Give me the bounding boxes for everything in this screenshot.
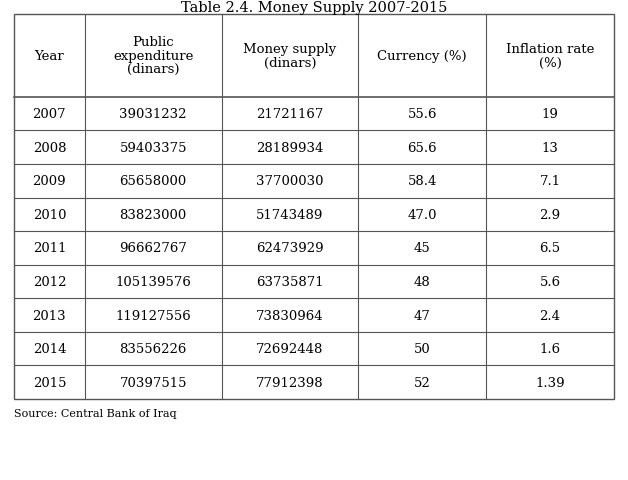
Text: 119127556: 119127556 <box>116 309 191 322</box>
Text: (%): (%) <box>539 57 561 70</box>
Text: 55.6: 55.6 <box>408 108 437 121</box>
Text: 51743489: 51743489 <box>256 208 323 221</box>
Text: 105139576: 105139576 <box>116 276 191 288</box>
Text: 45: 45 <box>414 242 431 255</box>
Text: 2010: 2010 <box>33 208 66 221</box>
Text: Currency (%): Currency (%) <box>377 50 467 63</box>
Text: 65658000: 65658000 <box>119 175 187 188</box>
Text: (dinars): (dinars) <box>264 57 317 70</box>
Text: 2009: 2009 <box>33 175 66 188</box>
Text: 1.6: 1.6 <box>539 342 561 355</box>
Text: 6.5: 6.5 <box>539 242 561 255</box>
Text: 50: 50 <box>414 342 431 355</box>
Text: 72692448: 72692448 <box>256 342 323 355</box>
Text: 52: 52 <box>414 376 431 389</box>
Text: Inflation rate: Inflation rate <box>506 43 594 56</box>
Text: 1.39: 1.39 <box>535 376 565 389</box>
Text: (dinars): (dinars) <box>127 63 180 76</box>
Text: Source: Central Bank of Iraq: Source: Central Bank of Iraq <box>14 408 176 418</box>
Text: Year: Year <box>35 50 64 63</box>
Text: 62473929: 62473929 <box>256 242 324 255</box>
Text: 58.4: 58.4 <box>408 175 437 188</box>
Text: 7.1: 7.1 <box>539 175 561 188</box>
Text: 73830964: 73830964 <box>256 309 324 322</box>
Text: 47: 47 <box>414 309 431 322</box>
Text: 96662767: 96662767 <box>119 242 187 255</box>
Text: 59403375: 59403375 <box>119 141 187 155</box>
Text: 2014: 2014 <box>33 342 66 355</box>
Text: 2007: 2007 <box>33 108 66 121</box>
Text: 2011: 2011 <box>33 242 66 255</box>
Text: 48: 48 <box>414 276 431 288</box>
Text: 5.6: 5.6 <box>539 276 561 288</box>
Text: 2.9: 2.9 <box>539 208 561 221</box>
Text: expenditure: expenditure <box>113 50 193 63</box>
Text: 21721167: 21721167 <box>256 108 323 121</box>
Text: 2012: 2012 <box>33 276 66 288</box>
Text: 39031232: 39031232 <box>119 108 187 121</box>
Text: 63735871: 63735871 <box>256 276 324 288</box>
Text: 2.4: 2.4 <box>539 309 561 322</box>
Text: 13: 13 <box>542 141 558 155</box>
Text: 65.6: 65.6 <box>408 141 437 155</box>
Text: 28189934: 28189934 <box>256 141 323 155</box>
Text: 2008: 2008 <box>33 141 66 155</box>
Text: 70397515: 70397515 <box>119 376 187 389</box>
Text: Money supply: Money supply <box>244 43 337 56</box>
Text: 2013: 2013 <box>33 309 66 322</box>
Text: 77912398: 77912398 <box>256 376 324 389</box>
Text: 83823000: 83823000 <box>119 208 187 221</box>
Text: Public: Public <box>133 36 174 49</box>
Text: 83556226: 83556226 <box>119 342 187 355</box>
Text: 47.0: 47.0 <box>408 208 437 221</box>
Text: 2015: 2015 <box>33 376 66 389</box>
Text: Table 2.4. Money Supply 2007-2015: Table 2.4. Money Supply 2007-2015 <box>181 1 447 15</box>
Text: 37700030: 37700030 <box>256 175 324 188</box>
Text: 19: 19 <box>542 108 558 121</box>
Bar <box>14 15 614 399</box>
